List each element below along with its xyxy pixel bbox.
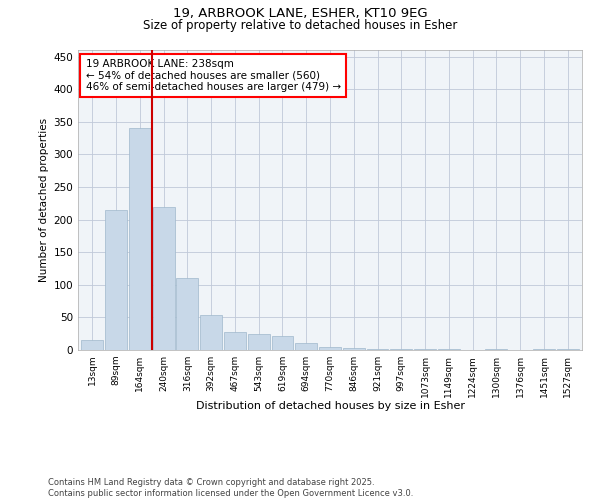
Bar — [200, 316, 222, 350]
Text: 19 ARBROOK LANE: 238sqm
← 54% of detached houses are smaller (560)
46% of semi-d: 19 ARBROOK LANE: 238sqm ← 54% of detache… — [86, 59, 341, 92]
Bar — [105, 210, 127, 350]
Bar — [367, 348, 388, 350]
Bar — [176, 278, 198, 350]
Bar — [557, 348, 578, 350]
Bar — [82, 340, 103, 350]
Bar — [272, 336, 293, 350]
Bar — [248, 334, 269, 350]
Bar — [224, 332, 246, 350]
Bar — [295, 344, 317, 350]
Bar — [319, 346, 341, 350]
Bar — [343, 348, 365, 350]
Bar — [129, 128, 151, 350]
Bar — [152, 206, 175, 350]
Text: Contains HM Land Registry data © Crown copyright and database right 2025.
Contai: Contains HM Land Registry data © Crown c… — [48, 478, 413, 498]
X-axis label: Distribution of detached houses by size in Esher: Distribution of detached houses by size … — [196, 401, 464, 411]
Bar — [391, 348, 412, 350]
Text: Size of property relative to detached houses in Esher: Size of property relative to detached ho… — [143, 19, 457, 32]
Text: 19, ARBROOK LANE, ESHER, KT10 9EG: 19, ARBROOK LANE, ESHER, KT10 9EG — [173, 8, 427, 20]
Y-axis label: Number of detached properties: Number of detached properties — [39, 118, 49, 282]
